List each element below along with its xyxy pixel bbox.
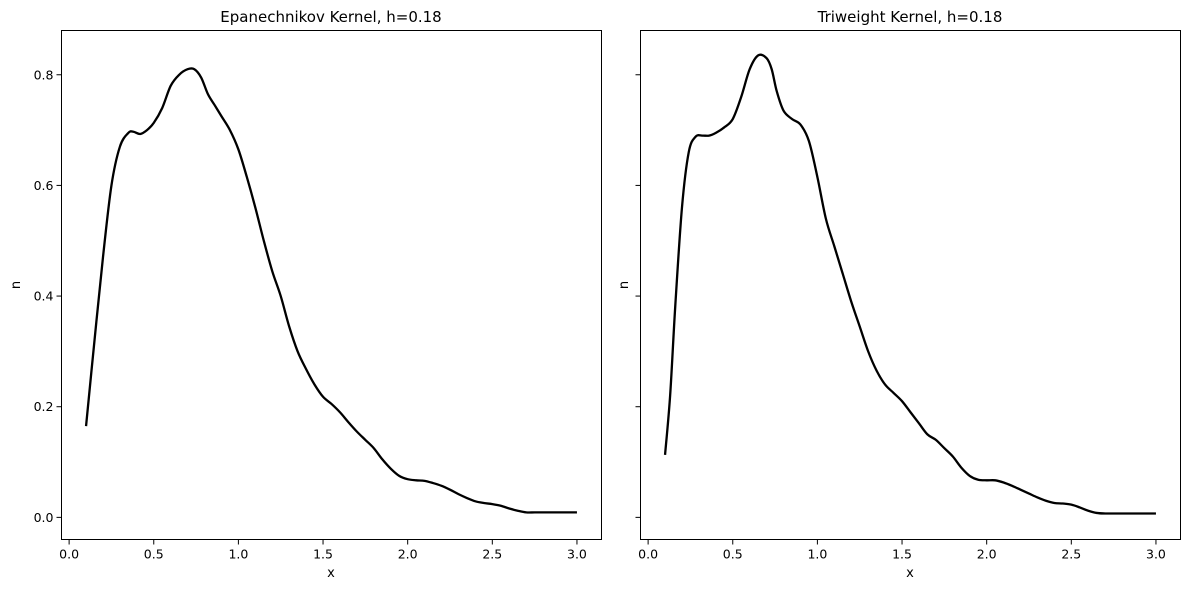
density-curve xyxy=(84,67,577,514)
x-tick-label: 0.5 xyxy=(144,547,164,562)
chart-title: Triweight Kernel, h=0.18 xyxy=(817,8,1003,26)
x-tick-label: 0.5 xyxy=(723,547,743,562)
epanechnikov-panel: Epanechnikov Kernel, h=0.18 x n 0.0 0.5 1.… xyxy=(9,8,602,581)
y-tick-label: 0.4 xyxy=(34,289,54,304)
x-tick-label: 2.0 xyxy=(398,547,418,562)
triweight-panel: Triweight Kernel, h=0.18 x n 0.0 0.5 1.0 1.… xyxy=(617,8,1181,581)
chart-title: Epanechnikov Kernel, h=0.18 xyxy=(220,8,441,26)
x-tick-label: 2.0 xyxy=(977,547,997,562)
density-curve xyxy=(663,53,1156,515)
x-tick-label: 2.5 xyxy=(482,547,502,562)
y-tick-label: 0.6 xyxy=(34,178,54,193)
x-tick-label: 1.5 xyxy=(313,547,333,562)
x-tick-label: 1.0 xyxy=(228,547,248,562)
x-tick-label: 3.0 xyxy=(567,547,587,562)
y-tick-label: 0.2 xyxy=(34,399,54,414)
x-tick-label: 2.5 xyxy=(1061,547,1081,562)
plot-frame xyxy=(640,30,1181,540)
tick-group: 0.0 0.5 1.0 1.5 2.0 2.5 3.0 xyxy=(635,74,1166,562)
x-tick-label: 1.5 xyxy=(892,547,912,562)
plot-frame xyxy=(61,30,602,540)
y-axis-label: n xyxy=(617,281,632,289)
x-axis-label: x xyxy=(906,566,914,581)
x-tick-label: 1.0 xyxy=(807,547,827,562)
tick-group: 0.0 0.5 1.0 1.5 2.0 2.5 3.0 0.0 0.2 0.4 0.6 0.8 xyxy=(34,67,587,561)
y-axis-label: n xyxy=(9,281,24,289)
y-tick-label: 0.8 xyxy=(34,67,54,82)
x-tick-label: 0.0 xyxy=(59,547,79,562)
x-axis-label: x xyxy=(327,566,335,581)
y-tick-label: 0.0 xyxy=(34,510,54,525)
x-tick-label: 0.0 xyxy=(638,547,658,562)
x-tick-label: 3.0 xyxy=(1146,547,1166,562)
